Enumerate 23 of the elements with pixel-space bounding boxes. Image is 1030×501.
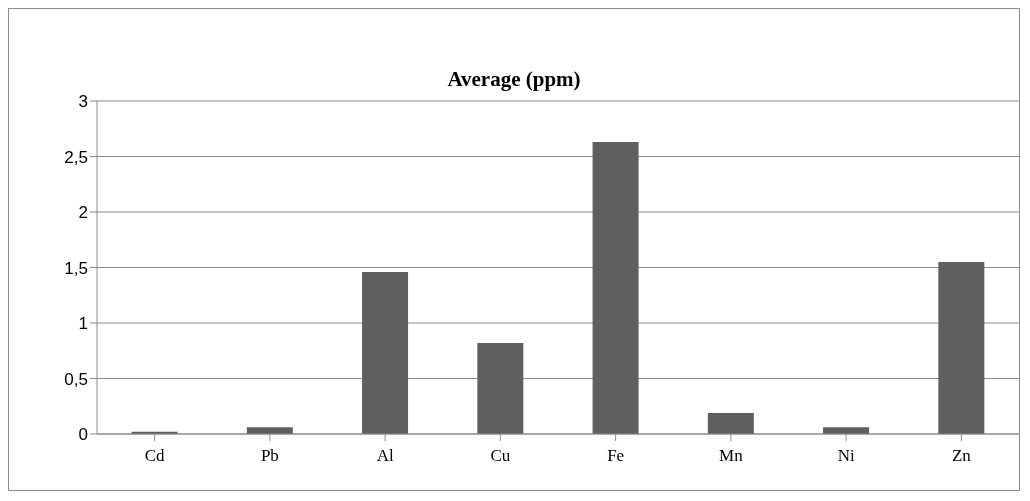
bar: [823, 427, 870, 434]
bar: [592, 142, 639, 434]
y-tick-label: 1: [78, 314, 88, 334]
y-tick-label: 1,5: [64, 258, 88, 278]
bar: [707, 412, 754, 434]
x-tick-label: Zn: [951, 446, 972, 466]
y-tick-label: 2,5: [64, 147, 88, 167]
bar: [362, 271, 409, 434]
x-tick-label: Mn: [719, 446, 744, 466]
y-tick-label: 2: [78, 203, 88, 223]
bar: [938, 261, 985, 434]
y-tick-label: 0,5: [64, 369, 88, 389]
y-tick-label: 3: [78, 92, 88, 112]
x-tick-label: Pb: [260, 446, 279, 466]
bar: [477, 342, 524, 434]
x-tick-label: Fe: [607, 446, 625, 466]
x-tick-label: Cu: [490, 446, 511, 466]
x-tick-label: Al: [376, 446, 394, 466]
bar: [246, 427, 293, 434]
x-tick-label: Cd: [144, 446, 166, 466]
y-tick-label: 0: [78, 425, 88, 445]
chart-title: Average (ppm): [446, 67, 582, 92]
x-tick-label: Ni: [837, 446, 855, 466]
